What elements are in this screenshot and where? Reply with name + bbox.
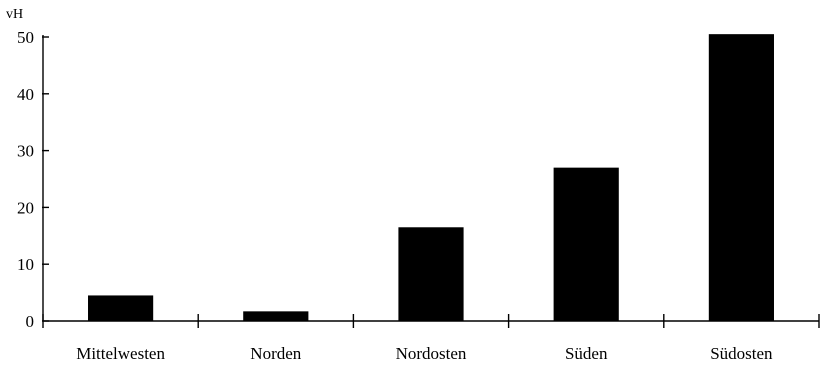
bar-nordosten — [398, 227, 464, 321]
x-tick-label: Norden — [250, 344, 301, 363]
y-tick-label: 10 — [17, 255, 34, 274]
bar-norden — [243, 311, 309, 321]
bar-süden — [553, 167, 619, 321]
bar-mittelwesten — [88, 295, 154, 321]
y-tick-label: 50 — [17, 28, 34, 47]
x-tick-label: Süden — [565, 344, 608, 363]
x-tick-label: Mittelwesten — [76, 344, 165, 363]
x-tick-label: Nordosten — [396, 344, 467, 363]
y-axis: 0 10 20 30 40 50 — [17, 28, 49, 331]
bars — [88, 34, 774, 321]
y-tick-label: 30 — [17, 142, 34, 161]
x-tick-labels: Mittelwesten Norden Nordosten Süden Südosten — [76, 344, 773, 363]
y-tick-label: 20 — [17, 198, 34, 217]
y-axis-unit-label: vH — [6, 7, 23, 22]
bar-südosten — [708, 34, 774, 321]
x-tick-label: Südosten — [710, 344, 773, 363]
y-tick-label: 0 — [26, 312, 35, 331]
y-tick-label: 40 — [17, 85, 34, 104]
